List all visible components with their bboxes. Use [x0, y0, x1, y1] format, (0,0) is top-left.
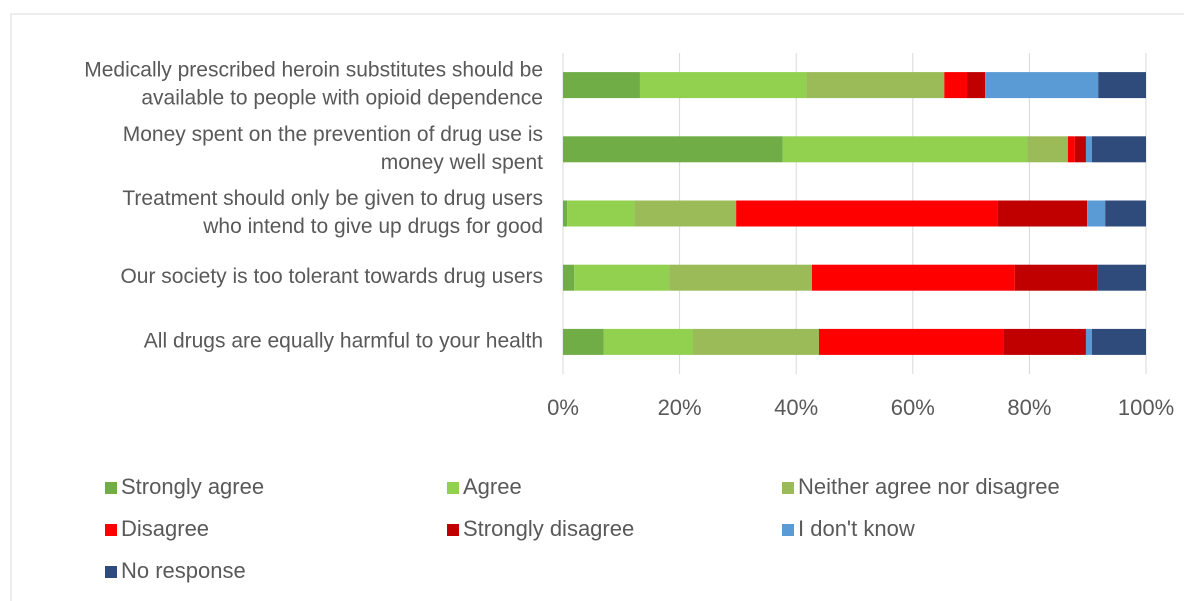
bar-segment: [1067, 136, 1075, 163]
x-tick-label: 20%: [658, 395, 702, 420]
y-tick-label: who intend to give up drugs for good: [202, 215, 543, 238]
bar-segment: [574, 264, 670, 291]
bar-segment: [944, 72, 968, 99]
legend-label: Disagree: [121, 516, 209, 541]
x-tick-label: 60%: [891, 395, 935, 420]
bar-segment: [818, 328, 1004, 355]
bar-segment: [811, 264, 1015, 291]
y-tick-label: Treatment should only be given to drug u…: [122, 187, 543, 210]
bar-segment: [669, 264, 812, 291]
bar-segment: [967, 72, 986, 99]
bar-segment: [1091, 328, 1146, 355]
legend-swatch: [782, 482, 794, 494]
bar-segment: [782, 136, 1028, 163]
y-tick-label: available to people with opioid dependen…: [141, 87, 543, 110]
legend-swatch: [105, 524, 117, 536]
bar-segment: [603, 328, 694, 355]
legend-swatch: [105, 566, 117, 578]
legend-label: Strongly agree: [121, 474, 264, 499]
bar-segment: [1085, 136, 1092, 163]
bar-segment: [1003, 328, 1086, 355]
legend-label: Strongly disagree: [463, 516, 634, 541]
bar-segment: [639, 72, 807, 99]
y-tick-label: Medically prescribed heroin substitutes …: [84, 59, 543, 82]
bar-segment: [563, 200, 568, 227]
bar-segment: [1091, 136, 1146, 163]
bar-segment: [1087, 200, 1106, 227]
legend-swatch: [105, 482, 117, 494]
bar-segment: [634, 200, 737, 227]
legend-swatch: [447, 482, 459, 494]
x-tick-label: 40%: [774, 395, 818, 420]
bar-segment: [1014, 264, 1098, 291]
bar-segment: [567, 200, 635, 227]
x-tick-label: 100%: [1118, 395, 1174, 420]
legend-label: Agree: [463, 474, 522, 499]
bar-segment: [1085, 328, 1092, 355]
bar-segment: [997, 200, 1088, 227]
y-tick-label: All drugs are equally harmful to your he…: [144, 329, 543, 352]
bar-segment: [563, 72, 640, 99]
x-tick-label: 80%: [1007, 395, 1051, 420]
legend-label: I don't know: [798, 516, 915, 541]
y-tick-label: Money spent on the prevention of drug us…: [123, 123, 543, 146]
legend-label: No response: [121, 558, 246, 583]
legend-swatch: [447, 524, 459, 536]
legend-swatch: [782, 524, 794, 536]
y-tick-label: money well spent: [381, 151, 543, 174]
bar-segment: [736, 200, 998, 227]
bar-segment: [693, 328, 819, 355]
legend-label: Neither agree nor disagree: [798, 474, 1060, 499]
bar-segment: [1105, 200, 1146, 227]
bar-segment: [1098, 72, 1146, 99]
bar-segment: [1097, 264, 1146, 291]
y-tick-label: Our society is too tolerant towards drug…: [120, 265, 543, 288]
bar-segment: [563, 328, 604, 355]
bar-segment: [563, 136, 783, 163]
bar-segment: [985, 72, 1099, 99]
bar-segment: [563, 264, 575, 291]
chart-border: [10, 13, 1184, 601]
x-tick-label: 0%: [547, 395, 579, 420]
bar-segment: [1027, 136, 1068, 163]
bar-segment: [806, 72, 945, 99]
bar-segment: [1074, 136, 1086, 163]
